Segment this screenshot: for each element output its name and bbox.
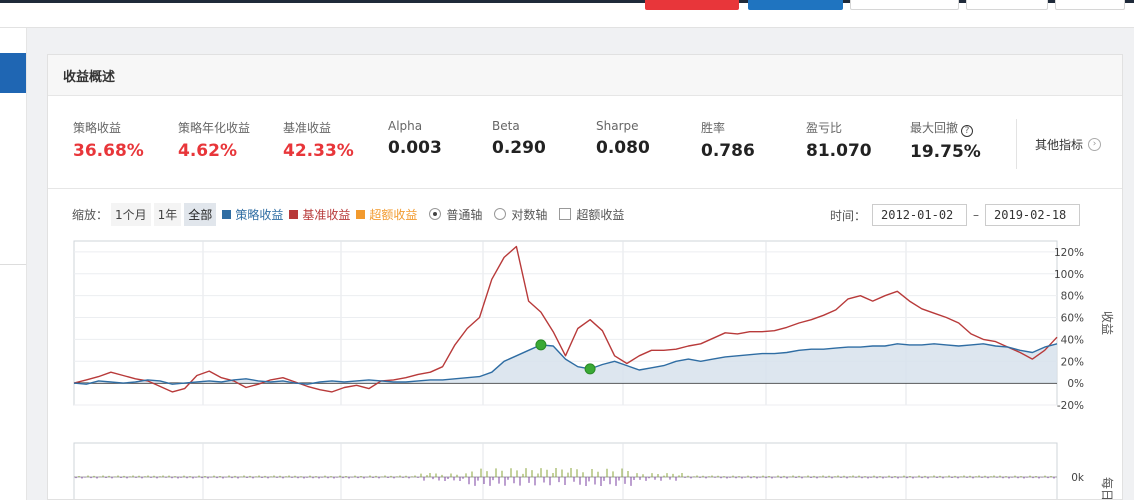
metric-beta: Beta 0.290: [492, 119, 546, 158]
metric-win-rate: 胜率 0.786: [701, 119, 755, 161]
panel-header: 收益概述: [48, 55, 1122, 96]
metric-value: 0.786: [701, 141, 755, 161]
y-tick-label: 100%: [1054, 269, 1084, 281]
metric-value: 42.33%: [283, 141, 354, 161]
left-sidebar: [0, 28, 27, 500]
help-icon[interactable]: ?: [961, 125, 974, 137]
metric-value: 0.003: [388, 138, 442, 158]
legend-swatch: [222, 209, 232, 219]
y-tick-label: 20%: [1061, 356, 1084, 368]
legend-label: 基准收益: [302, 207, 351, 222]
metric-value: 19.75%: [910, 142, 981, 162]
metric-label: Sharpe: [596, 119, 639, 133]
log-axis-radio[interactable]: [494, 208, 507, 220]
chevron-right-icon: ›: [1088, 137, 1102, 151]
time-range: 时间： 2012-01-02 – 2019-02-18: [830, 204, 1086, 226]
daily-panel-border: [73, 442, 1058, 499]
zoom-label: 缩放：: [72, 207, 109, 222]
zoom-1-month[interactable]: 1个月: [111, 202, 151, 226]
top-button-2[interactable]: [966, 0, 1048, 10]
y-tick-label: 120%: [1054, 247, 1084, 259]
metric-label: 最大回撤?: [910, 119, 981, 137]
daily-y-tick: 0k: [1071, 472, 1085, 484]
legend-excess[interactable]: 超额收益: [356, 206, 417, 223]
panel-title: 收益概述: [63, 69, 116, 85]
metric-label: Beta: [492, 119, 520, 133]
zoom-1-year[interactable]: 1年: [153, 202, 182, 226]
daily-axis-label: 每日: [1100, 477, 1115, 499]
returns-chart: 120% 100% 80% 60% 40% 20% 0% -20% 收益 0k 每日: [73, 240, 1115, 499]
metrics-row: 策略收益 36.68% 策略年化收益 4.62% 基准收益 42.33% Alp…: [48, 97, 1122, 189]
top-red-button[interactable]: [645, 0, 739, 10]
metric-max-drawdown: 最大回撤? 19.75%: [910, 119, 981, 162]
metric-value: 0.290: [492, 138, 546, 158]
y-tick-label: 80%: [1061, 291, 1084, 303]
metric-value: 0.080: [596, 138, 650, 158]
drawdown-marker: [535, 339, 547, 351]
drawdown-marker: [584, 363, 596, 375]
y-tick-label: 40%: [1061, 334, 1084, 346]
y-axis-ticks: 120% 100% 80% 60% 40% 20% 0% -20% 收益: [1054, 247, 1114, 412]
normal-axis-label: 普通轴: [446, 207, 483, 222]
normal-axis-radio[interactable]: [429, 208, 442, 220]
time-label: 时间：: [830, 208, 867, 223]
daily-panel: 0k 每日: [73, 442, 1115, 499]
metric-label-text: 最大回撤: [910, 121, 959, 135]
top-button-1[interactable]: [850, 0, 959, 10]
zoom-all[interactable]: 全部: [184, 202, 217, 226]
excess-return-label: 超额收益: [576, 207, 625, 222]
metric-label: 策略年化收益: [178, 121, 251, 135]
strategy-area: [74, 343, 1057, 385]
metric-value: 81.070: [806, 141, 872, 161]
top-bar: [0, 0, 1134, 28]
excess-return-checkbox[interactable]: [559, 208, 572, 220]
y-tick-label: 0%: [1067, 378, 1084, 390]
metric-benchmark-return: 基准收益 42.33%: [283, 119, 354, 161]
plot-area: [73, 245, 1058, 393]
legend-swatch: [356, 209, 366, 219]
metric-profit-loss-ratio: 盈亏比 81.070: [806, 119, 872, 161]
legend-label: 超额收益: [369, 207, 418, 222]
metric-label: 策略收益: [73, 121, 122, 135]
top-button-3[interactable]: [1055, 0, 1125, 10]
strategy-line: [73, 343, 1058, 385]
metric-value: 4.62%: [178, 141, 237, 161]
y-tick-label: -20%: [1057, 400, 1084, 412]
metric-strategy-return: 策略收益 36.68%: [73, 119, 144, 161]
end-date-input[interactable]: 2019-02-18: [985, 204, 1081, 226]
y-tick-label: 60%: [1061, 313, 1084, 325]
sidebar-divider: [0, 264, 26, 265]
metric-annual-return: 策略年化收益 4.62%: [178, 119, 250, 161]
legend-strategy[interactable]: 策略收益: [222, 206, 283, 223]
metric-label: 胜率: [701, 121, 726, 135]
top-bar-strip: [0, 0, 1134, 3]
chart-controls: 缩放： 1个月 1年 全部 策略收益 基准收益 超额收益 普通轴 对数轴 超额收…: [72, 202, 625, 226]
sidebar-active-item[interactable]: [0, 53, 26, 93]
other-indicators-label: 其他指标: [1035, 137, 1084, 152]
y-axis-label: 收益: [1100, 311, 1114, 335]
date-separator: –: [973, 208, 980, 222]
metric-label: 盈亏比: [806, 121, 843, 135]
legend-benchmark[interactable]: 基准收益: [289, 206, 350, 223]
metric-label: Alpha: [388, 119, 423, 133]
benchmark-line: [73, 245, 1058, 393]
returns-overview-panel: 收益概述 策略收益 36.68% 策略年化收益 4.62% 基准收益 42.33…: [47, 54, 1123, 500]
metric-sharpe: Sharpe 0.080: [596, 119, 650, 158]
legend-swatch: [289, 209, 299, 219]
metric-alpha: Alpha 0.003: [388, 119, 442, 158]
log-axis-label: 对数轴: [511, 207, 548, 222]
other-indicators-link[interactable]: 其他指标 ›: [1016, 119, 1102, 169]
start-date-input[interactable]: 2012-01-02: [872, 204, 968, 226]
legend-label: 策略收益: [235, 207, 284, 222]
metric-value: 36.68%: [73, 141, 144, 161]
top-blue-button[interactable]: [748, 0, 843, 10]
metric-label: 基准收益: [283, 121, 332, 135]
